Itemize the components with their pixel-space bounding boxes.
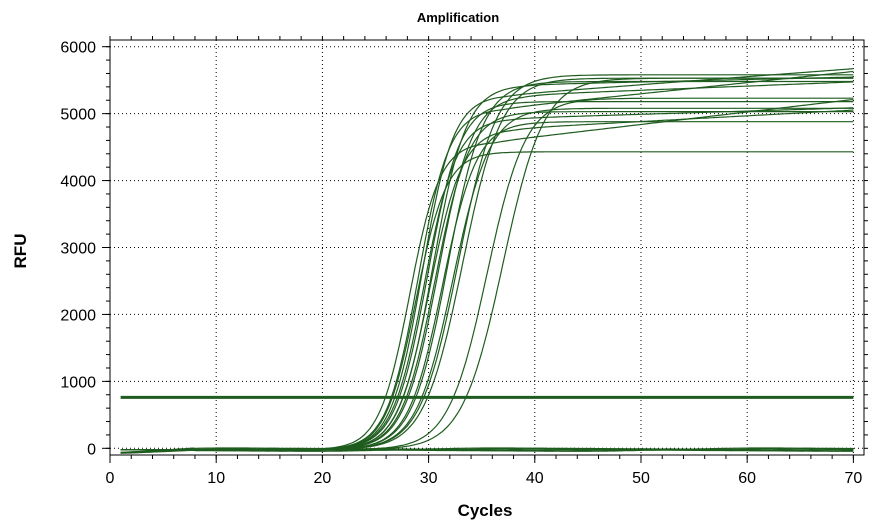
x-tick-label: 30 <box>420 470 438 487</box>
x-tick-label: 20 <box>313 470 331 487</box>
x-tick-label: 60 <box>738 470 756 487</box>
plot-area: 0 10 20 30 40 50 60 70 0 1000 2000 3000 4000 5000 6000 <box>60 36 868 487</box>
y-tick-label: 2000 <box>60 307 96 324</box>
y-tick-label: 1000 <box>60 374 96 391</box>
chart-title: Amplification <box>417 10 499 25</box>
x-tick-label: 10 <box>207 470 225 487</box>
y-tick-label: 0 <box>87 441 96 458</box>
x-tick-label: 0 <box>106 470 115 487</box>
y-tick-label: 5000 <box>60 107 96 124</box>
y-tick-label: 4000 <box>60 174 96 191</box>
y-tick-label: 6000 <box>60 40 96 57</box>
baseline-curve <box>120 447 854 454</box>
plot-border <box>109 39 865 456</box>
baseline-curve <box>120 447 854 454</box>
x-axis-title: Cycles <box>458 501 513 520</box>
y-tick-label: 3000 <box>60 241 96 258</box>
y-axis-title: RFU <box>11 234 30 269</box>
x-tick-label: 40 <box>526 470 544 487</box>
x-tick-label: 70 <box>844 470 862 487</box>
x-tick-label: 50 <box>632 470 650 487</box>
